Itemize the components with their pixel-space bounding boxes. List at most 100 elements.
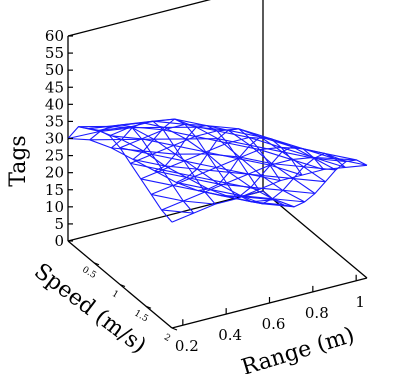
mesh-diagonal bbox=[262, 203, 295, 208]
mesh-diagonal bbox=[176, 181, 209, 190]
mesh-diagonal bbox=[241, 196, 274, 201]
x-tick-label: 0.8 bbox=[305, 304, 329, 322]
z-tick-label: 5 bbox=[54, 215, 64, 233]
mesh-diagonal bbox=[154, 170, 187, 179]
mesh-diagonal bbox=[152, 120, 186, 125]
x-axis-title: Range (m) bbox=[239, 323, 358, 374]
frame-edge-back-top bbox=[67, 0, 212, 37]
mesh-diagonal bbox=[184, 160, 217, 169]
mesh-diagonal bbox=[206, 125, 239, 130]
mesh-diagonal bbox=[196, 126, 229, 131]
mesh-diagonal bbox=[165, 165, 198, 170]
mesh-diagonal bbox=[217, 138, 251, 146]
y-tick bbox=[93, 262, 100, 266]
mesh-line-speed-10 bbox=[171, 164, 368, 223]
z-tick-label: 25 bbox=[45, 147, 64, 165]
mesh-diagonal bbox=[250, 186, 283, 191]
mesh-diagonal bbox=[238, 128, 271, 140]
z-tick-label: 40 bbox=[45, 95, 64, 113]
y-tick bbox=[171, 327, 178, 331]
z-axis-title: Tags bbox=[6, 135, 31, 186]
mesh-diagonal bbox=[195, 135, 228, 144]
mesh-diagonal bbox=[142, 118, 175, 124]
mesh-diagonal bbox=[303, 166, 336, 171]
y-tick bbox=[145, 305, 152, 309]
mesh-diagonal bbox=[109, 135, 142, 140]
mesh-diagonal bbox=[216, 166, 249, 175]
mesh-diagonal bbox=[194, 175, 227, 184]
mesh-diagonal bbox=[228, 129, 261, 138]
z-tick-label: 10 bbox=[45, 198, 64, 216]
mesh-diagonal bbox=[207, 153, 240, 158]
mesh-diagonal bbox=[229, 171, 262, 176]
mesh-diagonal bbox=[218, 183, 251, 188]
mesh-diagonal bbox=[302, 148, 336, 160]
mesh-diagonal bbox=[151, 153, 185, 162]
mesh-diagonal bbox=[259, 149, 292, 161]
mesh-diagonal bbox=[163, 129, 196, 137]
mesh-diagonal bbox=[249, 144, 283, 153]
z-tick-label: 30 bbox=[45, 130, 64, 148]
mesh-diagonal bbox=[141, 138, 174, 146]
mesh-diagonal bbox=[272, 198, 305, 203]
mesh-diagonal bbox=[100, 127, 133, 132]
surface-mesh bbox=[67, 118, 368, 223]
z-tick-label: 50 bbox=[45, 61, 64, 79]
x-tick-label: 0.2 bbox=[175, 337, 199, 355]
mesh-diagonal bbox=[143, 150, 176, 155]
mesh-diagonal bbox=[186, 176, 219, 185]
mesh-diagonal bbox=[132, 158, 166, 167]
mesh-line-speed-9 bbox=[161, 156, 357, 211]
z-tick-label: 45 bbox=[45, 78, 64, 96]
y-tick-label: 0.5 bbox=[80, 265, 98, 281]
mesh-diagonal bbox=[237, 158, 271, 166]
mesh-line-range-2 bbox=[110, 120, 216, 205]
mesh-diagonal bbox=[140, 178, 173, 186]
mesh-diagonal bbox=[151, 193, 184, 202]
mesh-diagonal bbox=[282, 189, 316, 195]
y-tick bbox=[119, 283, 126, 288]
mesh-diagonal bbox=[324, 152, 357, 161]
mesh-line-speed-3 bbox=[99, 122, 295, 208]
mesh-diagonal bbox=[270, 138, 304, 150]
mesh-diagonal bbox=[334, 158, 368, 166]
mesh-diagonal bbox=[240, 195, 273, 200]
mesh-diagonal bbox=[208, 188, 241, 197]
z-tick-label: 0 bbox=[54, 232, 64, 250]
x-tick-label: 0.6 bbox=[262, 315, 286, 333]
y-tick-label: 1 bbox=[110, 289, 120, 301]
mesh-diagonal bbox=[130, 162, 163, 171]
mesh-diagonal bbox=[227, 142, 260, 151]
mesh-diagonal bbox=[67, 130, 101, 140]
z-tick-label: 35 bbox=[45, 112, 64, 130]
mesh-diagonal bbox=[216, 130, 250, 138]
x-tick-label: 1 bbox=[355, 293, 365, 311]
mesh-diagonal bbox=[99, 126, 132, 131]
z-tick-label: 60 bbox=[45, 27, 64, 45]
y-tick-label: 1.5 bbox=[132, 309, 150, 325]
mesh-diagonal bbox=[239, 156, 272, 165]
mesh-diagonal bbox=[314, 157, 347, 163]
mesh-diagonal bbox=[251, 201, 284, 206]
mesh-diagonal bbox=[183, 200, 216, 205]
y-tick-label: 2 bbox=[162, 333, 172, 345]
mesh-diagonal bbox=[260, 136, 293, 148]
z-tick-label: 20 bbox=[45, 164, 64, 182]
x-tick-label: 0.4 bbox=[218, 326, 242, 344]
mesh-diagonal bbox=[248, 136, 282, 148]
mesh-line-speed-0 bbox=[67, 137, 264, 198]
axis-ticks bbox=[68, 35, 357, 331]
z-tick-label: 55 bbox=[45, 44, 64, 62]
mesh-diagonal bbox=[261, 174, 294, 180]
mesh-diagonal bbox=[197, 168, 230, 173]
mesh-diagonal bbox=[174, 118, 207, 127]
mesh-diagonal bbox=[281, 146, 314, 158]
mesh-diagonal bbox=[161, 209, 194, 214]
mesh-diagonal bbox=[269, 164, 303, 176]
mesh-line-speed-7 bbox=[140, 136, 337, 180]
mesh-diagonal bbox=[281, 151, 315, 159]
mesh-diagonal bbox=[173, 144, 206, 153]
mesh-diagonal bbox=[162, 169, 195, 178]
